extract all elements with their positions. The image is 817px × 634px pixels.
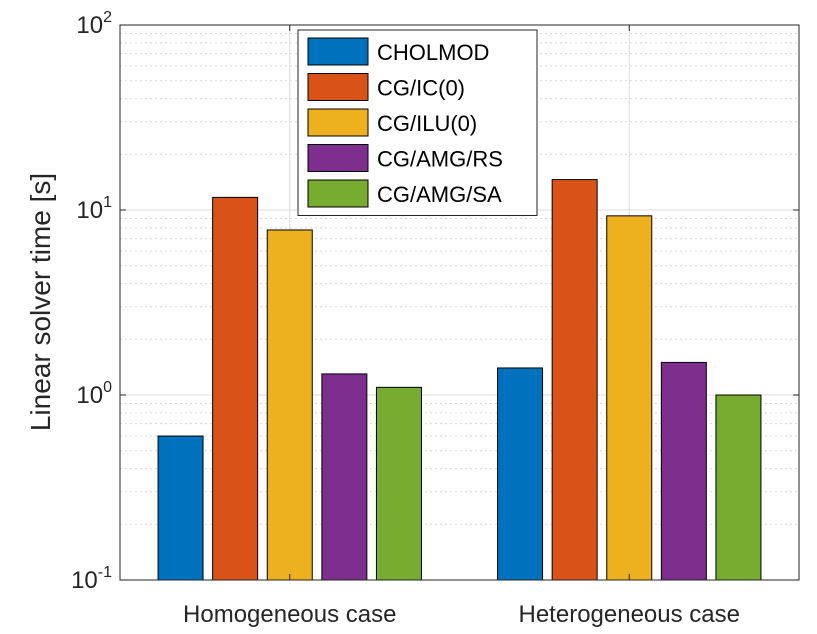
bar-cholmod [157, 435, 204, 581]
legend-label: CG/IC(0) [377, 76, 465, 101]
x-tick-label: Homogeneous case [183, 601, 396, 628]
bar-cg-amg-rs [321, 373, 368, 581]
bar-cg-amg-rs [660, 361, 707, 581]
legend-swatch [307, 108, 369, 137]
x-axis-ticks: Homogeneous case Heterogeneous case [183, 25, 740, 628]
legend-swatch [307, 144, 369, 172]
bar-cg-ic-0 [551, 179, 598, 581]
bar-cg-ilu-0 [266, 229, 313, 581]
bar-cg-amg-sa [375, 386, 422, 581]
legend-swatch [307, 179, 369, 208]
legend-label: CHOLMOD [377, 40, 489, 65]
legend-label: CG/AMG/SA [377, 182, 502, 207]
plot-border [119, 24, 800, 581]
y-tick-label: 101 [76, 194, 112, 224]
legend: CHOLMOD CG/IC(0) CG/ILU(0) CG/AMG/RS CG/AMG/… [297, 29, 538, 216]
y-tick-label: 100 [76, 379, 112, 409]
x-tick-label: Heterogeneous case [519, 601, 740, 628]
legend-label: CG/AMG/RS [377, 147, 503, 172]
legend-label: CG/ILU(0) [377, 111, 477, 136]
legend-swatch [307, 37, 369, 66]
bar-cg-amg-sa [715, 394, 762, 581]
bar-cholmod [497, 367, 544, 581]
bars-group [157, 179, 762, 581]
legend-swatch [307, 73, 369, 101]
y-tick-label: 102 [76, 9, 112, 39]
bar-cg-ilu-0 [606, 215, 653, 581]
y-tick-label: 10-1 [71, 564, 112, 594]
y-axis-ticks: 10-1 100 101 102 [71, 9, 799, 594]
bar-cg-ic-0 [212, 196, 259, 581]
y-axis-title: Linear solver time [s] [25, 173, 56, 431]
